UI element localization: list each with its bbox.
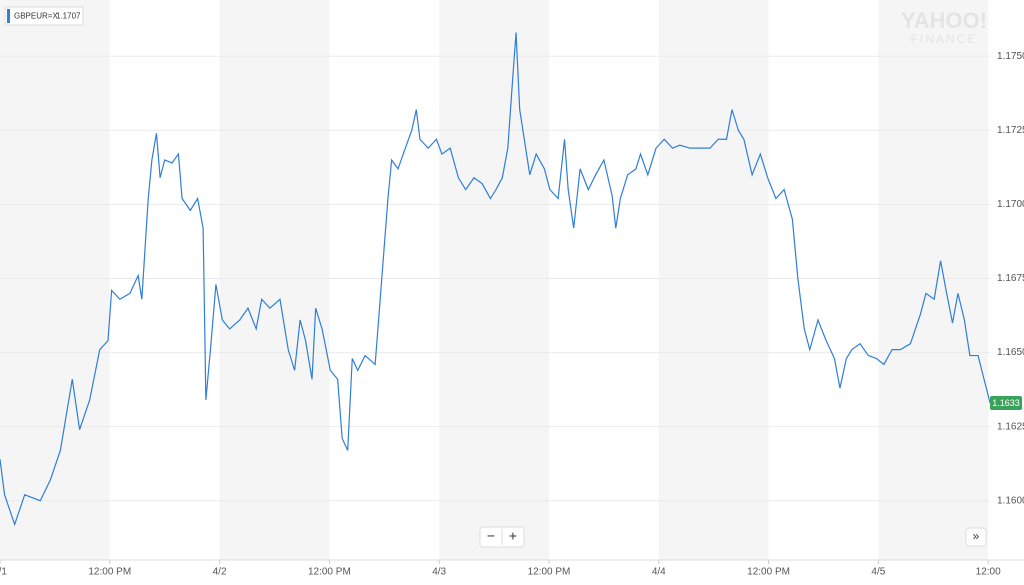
legend-box — [4, 6, 84, 26]
zoom-in-button[interactable]: + — [509, 528, 517, 544]
zoom-out-button[interactable]: − — [487, 528, 495, 544]
legend-swatch — [7, 9, 10, 23]
y-tick-label: 1.1600 — [997, 495, 1024, 506]
x-tick-label: 12:00 PM — [528, 567, 571, 578]
shade-band — [878, 0, 989, 560]
price-line — [0, 32, 991, 527]
shade-band — [0, 0, 110, 560]
shade-band — [658, 0, 769, 560]
y-tick-label: 1.1675 — [997, 273, 1024, 284]
legend-value: 1.1707 — [56, 12, 81, 21]
price-tag-label: 1.1633 — [992, 398, 1020, 408]
x-tick-label: 4/1 — [0, 567, 7, 578]
scroll-right-button[interactable]: » — [973, 529, 980, 543]
watermark: YAHOO! — [901, 8, 987, 33]
x-tick-label: 12:00 PM — [308, 567, 351, 578]
watermark: FINANCE — [911, 32, 978, 46]
x-tick-label: 4/3 — [432, 567, 446, 578]
x-tick-label: 12:00 — [976, 567, 1001, 578]
y-tick-label: 1.1750 — [997, 51, 1024, 62]
y-tick-label: 1.1650 — [997, 347, 1024, 358]
x-tick-label: 4/5 — [871, 567, 885, 578]
scroll-box — [965, 527, 987, 547]
x-tick-label: 12:00 PM — [88, 567, 131, 578]
x-tick-label: 12:00 PM — [747, 567, 790, 578]
x-tick-label: 4/4 — [652, 567, 666, 578]
legend-name: GBPEUR=X — [14, 12, 58, 21]
x-tick-label: 4/2 — [213, 567, 227, 578]
y-tick-label: 1.1700 — [997, 199, 1024, 210]
price-tag — [990, 395, 1022, 410]
shade-band — [439, 0, 549, 560]
y-tick-label: 1.1625 — [997, 421, 1024, 432]
shade-band — [219, 0, 330, 560]
y-tick-label: 1.1725 — [997, 125, 1024, 136]
